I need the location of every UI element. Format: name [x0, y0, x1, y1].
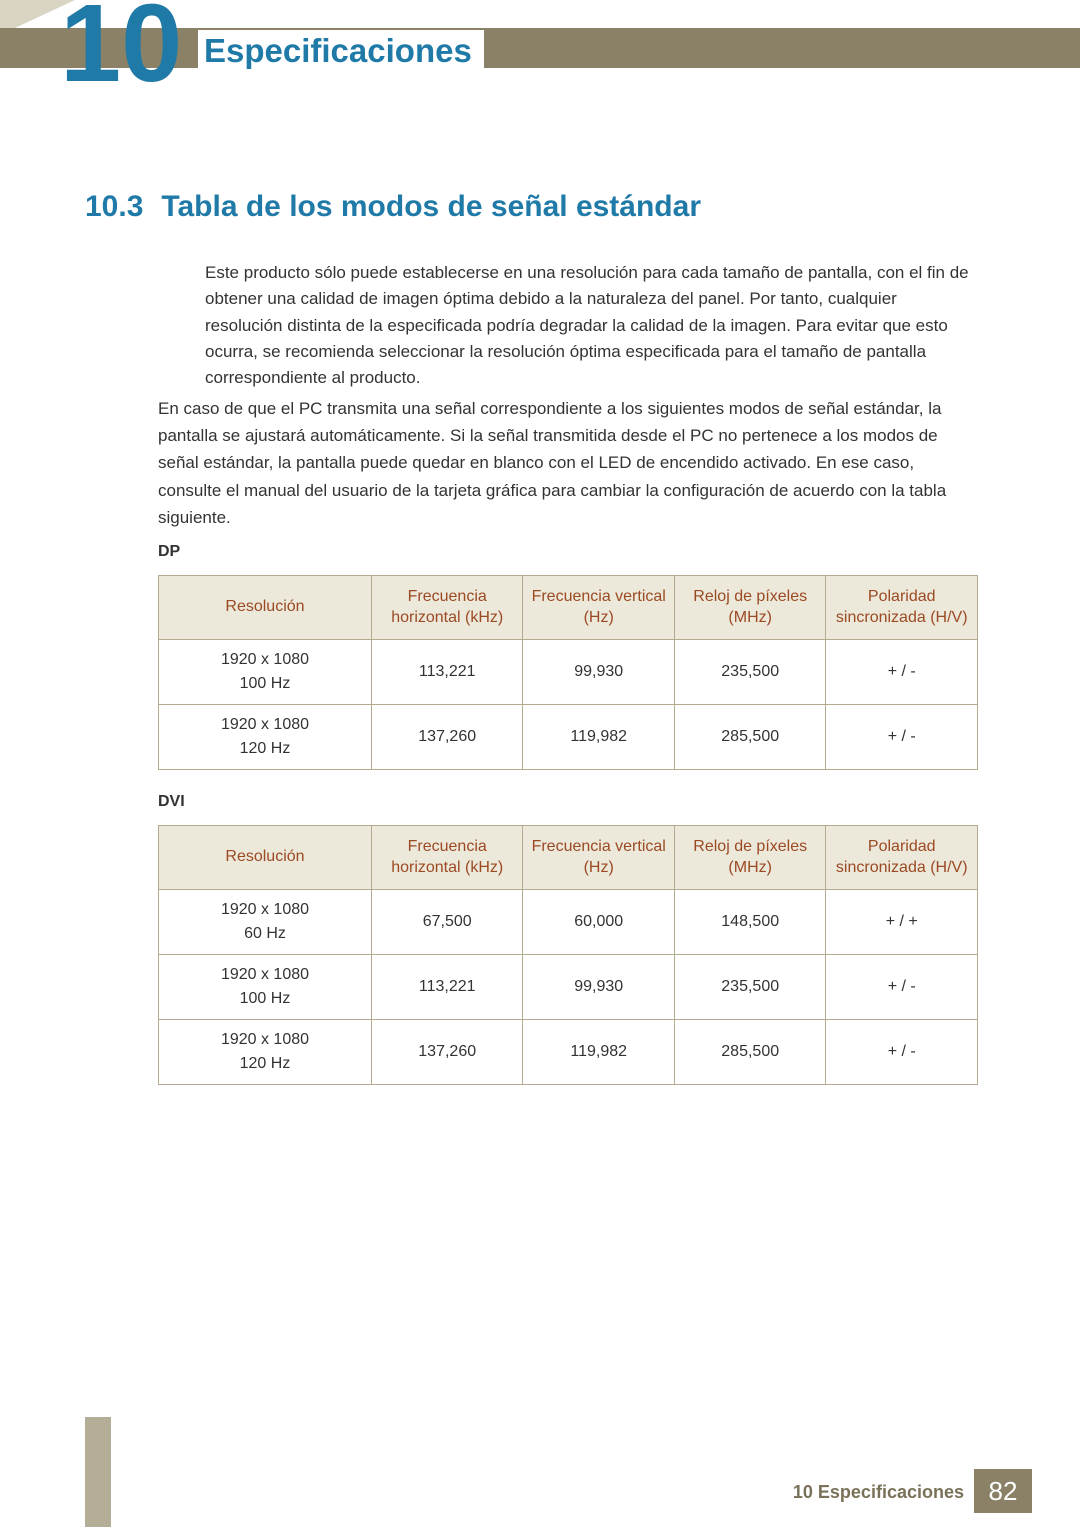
section-heading: 10.3 Tabla de los modos de señal estándar [85, 190, 701, 224]
col-pclock: Reloj de píxeles (MHz) [674, 826, 826, 890]
table-row: 1920 x 1080100 Hz 113,221 99,930 235,500… [159, 955, 978, 1020]
cell-pclock: 148,500 [674, 890, 826, 955]
note-text: Este producto sólo puede establecerse en… [205, 260, 975, 392]
col-vfreq: Frecuencia vertical (Hz) [523, 576, 675, 640]
cell-resolution: 1920 x 1080100 Hz [159, 955, 372, 1020]
cell-vfreq: 119,982 [523, 1020, 675, 1085]
dvi-label: DVI [158, 793, 185, 811]
cell-pclock: 235,500 [674, 640, 826, 705]
section-number: 10.3 [85, 190, 143, 223]
table-header-row: Resolución Frecuencia horizontal (kHz) F… [159, 576, 978, 640]
cell-resolution: 1920 x 1080120 Hz [159, 1020, 372, 1085]
cell-vfreq: 99,930 [523, 955, 675, 1020]
col-polarity: Polaridad sincronizada (H/V) [826, 826, 978, 890]
left-stripe [85, 1417, 111, 1527]
cell-hfreq: 113,221 [371, 955, 523, 1020]
cell-polarity: + / - [826, 955, 978, 1020]
footer-label: 10 Especificaciones [793, 1482, 964, 1503]
cell-hfreq: 137,260 [371, 1020, 523, 1085]
chapter-title: Especificaciones [198, 30, 484, 72]
table-row: 1920 x 1080120 Hz 137,260 119,982 285,50… [159, 705, 978, 770]
col-vfreq: Frecuencia vertical (Hz) [523, 826, 675, 890]
cell-vfreq: 99,930 [523, 640, 675, 705]
col-hfreq: Frecuencia horizontal (kHz) [371, 826, 523, 890]
cell-resolution: 1920 x 108060 Hz [159, 890, 372, 955]
cell-polarity: + / - [826, 640, 978, 705]
table-row: 1920 x 1080100 Hz 113,221 99,930 235,500… [159, 640, 978, 705]
table-row: 1920 x 1080120 Hz 137,260 119,982 285,50… [159, 1020, 978, 1085]
cell-pclock: 285,500 [674, 705, 826, 770]
cell-hfreq: 67,500 [371, 890, 523, 955]
col-polarity: Polaridad sincronizada (H/V) [826, 576, 978, 640]
col-resolution: Resolución [159, 576, 372, 640]
col-hfreq: Frecuencia horizontal (kHz) [371, 576, 523, 640]
table-header-row: Resolución Frecuencia horizontal (kHz) F… [159, 826, 978, 890]
cell-hfreq: 113,221 [371, 640, 523, 705]
cell-pclock: 235,500 [674, 955, 826, 1020]
cell-polarity: + / - [826, 705, 978, 770]
section-title: Tabla de los modos de señal estándar [161, 190, 701, 223]
col-pclock: Reloj de píxeles (MHz) [674, 576, 826, 640]
cell-vfreq: 119,982 [523, 705, 675, 770]
cell-resolution: 1920 x 1080100 Hz [159, 640, 372, 705]
cell-pclock: 285,500 [674, 1020, 826, 1085]
cell-polarity: + / + [826, 890, 978, 955]
page-number: 82 [974, 1469, 1032, 1513]
col-resolution: Resolución [159, 826, 372, 890]
cell-resolution: 1920 x 1080120 Hz [159, 705, 372, 770]
body-text: En caso de que el PC transmita una señal… [158, 395, 978, 531]
cell-hfreq: 137,260 [371, 705, 523, 770]
table-row: 1920 x 108060 Hz 67,500 60,000 148,500 +… [159, 890, 978, 955]
dp-label: DP [158, 543, 180, 561]
cell-vfreq: 60,000 [523, 890, 675, 955]
dp-table: Resolución Frecuencia horizontal (kHz) F… [158, 575, 978, 770]
cell-polarity: + / - [826, 1020, 978, 1085]
chapter-number: 10 [60, 0, 182, 107]
dvi-table: Resolución Frecuencia horizontal (kHz) F… [158, 825, 978, 1085]
